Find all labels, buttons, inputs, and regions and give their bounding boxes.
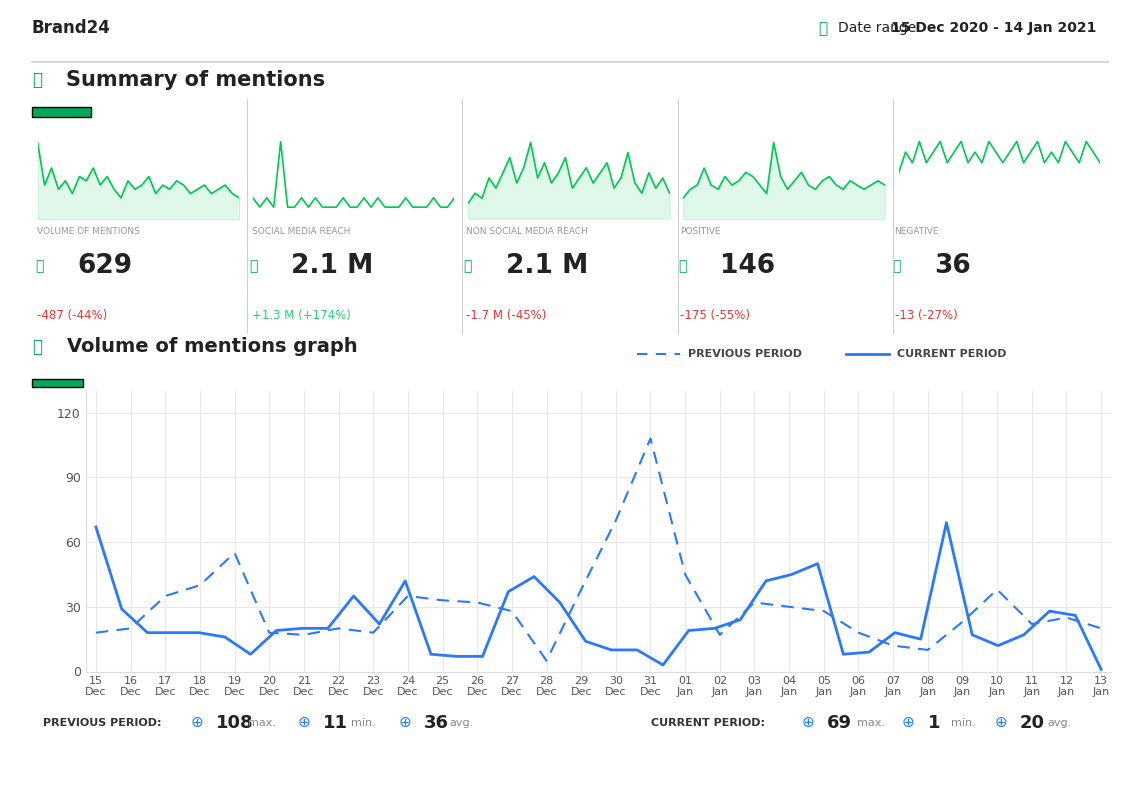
Text: 📶: 📶 xyxy=(250,259,258,273)
Text: 👎: 👎 xyxy=(893,259,901,273)
Text: 629: 629 xyxy=(76,253,132,279)
Text: 2.1 M: 2.1 M xyxy=(505,253,588,279)
Text: 📊: 📊 xyxy=(35,259,43,273)
Text: Brand24: Brand24 xyxy=(32,19,111,37)
Text: 🗒: 🗒 xyxy=(32,71,42,89)
Text: ⊕: ⊕ xyxy=(298,716,310,730)
Text: 📊: 📊 xyxy=(32,338,42,356)
Text: ⊕: ⊕ xyxy=(994,716,1007,730)
Text: NON SOCIAL MEDIA REACH: NON SOCIAL MEDIA REACH xyxy=(466,227,587,235)
Text: 📅: 📅 xyxy=(819,21,828,36)
Text: Summary of mentions: Summary of mentions xyxy=(66,70,325,90)
Text: 20: 20 xyxy=(1020,714,1045,732)
FancyBboxPatch shape xyxy=(32,379,83,387)
Text: +1.3 M (+174%): +1.3 M (+174%) xyxy=(252,309,350,322)
Text: 146: 146 xyxy=(719,253,775,279)
Text: 1: 1 xyxy=(928,714,940,732)
Text: min.: min. xyxy=(351,718,376,728)
Text: -487 (-44%): -487 (-44%) xyxy=(38,309,107,322)
Text: avg.: avg. xyxy=(450,718,474,728)
Text: 69: 69 xyxy=(826,714,852,732)
Text: ⊕: ⊕ xyxy=(190,716,203,730)
Text: 👍: 👍 xyxy=(678,259,686,273)
Text: -1.7 M (-45%): -1.7 M (-45%) xyxy=(466,309,546,322)
Text: Volume of mentions graph: Volume of mentions graph xyxy=(67,337,358,356)
Text: SOCIAL MEDIA REACH: SOCIAL MEDIA REACH xyxy=(252,227,350,235)
Text: avg.: avg. xyxy=(1048,718,1072,728)
Text: PREVIOUS PERIOD: PREVIOUS PERIOD xyxy=(687,349,801,359)
Text: -13 (-27%): -13 (-27%) xyxy=(895,309,958,322)
Text: 108: 108 xyxy=(217,714,254,732)
Text: CURRENT PERIOD:: CURRENT PERIOD: xyxy=(651,718,765,728)
Text: max.: max. xyxy=(857,718,885,728)
Text: PREVIOUS PERIOD:: PREVIOUS PERIOD: xyxy=(42,718,161,728)
Text: 36: 36 xyxy=(934,253,971,279)
Text: ⊕: ⊕ xyxy=(902,716,914,730)
Text: min.: min. xyxy=(952,718,976,728)
Text: ⊕: ⊕ xyxy=(398,716,412,730)
Text: CURRENT PERIOD: CURRENT PERIOD xyxy=(897,349,1007,359)
Text: 🔗: 🔗 xyxy=(464,259,472,273)
Text: NEGATIVE: NEGATIVE xyxy=(895,227,939,235)
Text: -175 (-55%): -175 (-55%) xyxy=(681,309,750,322)
Text: 2.1 M: 2.1 M xyxy=(291,253,374,279)
Text: POSITIVE: POSITIVE xyxy=(681,227,720,235)
Text: max.: max. xyxy=(249,718,276,728)
Text: 15 Dec 2020 - 14 Jan 2021: 15 Dec 2020 - 14 Jan 2021 xyxy=(891,21,1097,36)
Text: 36: 36 xyxy=(424,714,449,732)
Text: Date range:: Date range: xyxy=(838,21,926,36)
Text: VOLUME OF MENTIONS: VOLUME OF MENTIONS xyxy=(38,227,140,235)
Text: 11: 11 xyxy=(324,714,349,732)
Text: ⊕: ⊕ xyxy=(801,716,814,730)
FancyBboxPatch shape xyxy=(32,107,91,117)
